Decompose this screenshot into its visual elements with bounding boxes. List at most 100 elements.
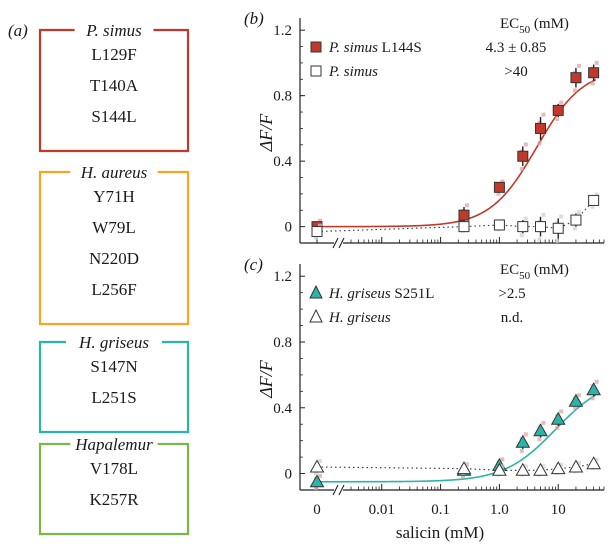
ec50-value: >40	[504, 64, 527, 80]
replicate-point	[555, 116, 560, 121]
replicate-point	[523, 432, 528, 437]
panel-a-label: (a)	[8, 21, 28, 40]
data-point	[588, 67, 600, 79]
data-point	[309, 459, 325, 473]
ec50-subscript: 50	[519, 270, 531, 282]
data-point	[458, 209, 470, 221]
legend-species: P. simus	[328, 40, 378, 56]
panel-label: (b)	[244, 9, 264, 28]
replicate-point	[314, 486, 318, 491]
replicate-point	[318, 218, 322, 223]
replicate-point	[576, 461, 581, 466]
replicate-point	[541, 112, 546, 117]
panel-label: (c)	[244, 255, 263, 274]
data-point	[552, 104, 564, 116]
legend-entry: P. simus L144S	[328, 40, 422, 56]
replicate-point	[318, 459, 322, 464]
legend-species: H. griseus	[328, 286, 391, 302]
data-point	[515, 462, 531, 476]
replicate-point	[523, 216, 528, 221]
y-tick-label: 0	[285, 220, 293, 236]
x-tick-label: 1.0	[490, 502, 509, 518]
ec50-value: 4.3 ± 0.85	[486, 40, 547, 56]
legend-entry: P. simus	[328, 64, 378, 80]
box-border	[38, 442, 190, 536]
panel-b: (b) 0 0.4 0.8 1.2 ΔF/F EC50 (mM) P. simus L144S…	[244, 9, 605, 249]
data-point	[493, 219, 505, 231]
ec50-unit: (mM)	[530, 16, 569, 32]
legend-marker	[309, 284, 323, 299]
replicate-point	[537, 120, 542, 125]
mutation-label: W79L	[92, 218, 135, 237]
replicate-point	[537, 237, 542, 242]
mutation-label: L251S	[91, 388, 136, 407]
box-title: H. griseus	[78, 333, 149, 352]
data-point	[492, 462, 507, 476]
mutation-label: L256F	[91, 280, 136, 299]
ec50-unit: (mM)	[530, 262, 569, 278]
box-border	[38, 340, 190, 434]
replicate-point	[523, 142, 528, 147]
dotted-line	[316, 463, 594, 471]
y-axis-label: ΔF/F	[256, 113, 276, 153]
replicate-point	[519, 167, 524, 172]
replicate-point	[464, 203, 469, 208]
ec50-header-text: EC	[500, 16, 519, 32]
replicate-point	[594, 60, 599, 65]
data-point	[493, 181, 505, 193]
data-point	[533, 423, 548, 437]
ec50-value: >2.5	[498, 286, 525, 302]
data-point	[535, 122, 547, 134]
x-tick-label: 0	[313, 502, 321, 518]
replicate-point	[594, 379, 599, 384]
replicate-point	[572, 405, 577, 410]
replicate-point	[318, 473, 322, 478]
replicate-point	[500, 464, 505, 469]
data-point	[550, 461, 566, 475]
legend-marker	[310, 65, 322, 77]
x-tick-label: 0.1	[431, 502, 450, 518]
data-point	[568, 459, 584, 473]
replicate-point	[559, 462, 564, 467]
data-point	[517, 150, 529, 162]
legend-marker	[309, 308, 323, 323]
mutation-box: P. simus L129F T140A S144L	[38, 21, 190, 153]
data-point	[517, 221, 529, 233]
replicate-point	[590, 204, 595, 209]
mutation-label: L129F	[91, 45, 136, 64]
replicate-point	[460, 474, 465, 479]
ec50-subscript: 50	[519, 24, 531, 36]
axis-break-mark	[332, 484, 345, 496]
y-tick-label: 1.2	[273, 269, 292, 285]
y-tick-label: 0	[285, 467, 293, 483]
mutation-box: H. aureus Y71H W79L N220D L256F	[38, 163, 190, 326]
replicate-point	[314, 471, 318, 476]
y-tick-label: 1.2	[273, 23, 292, 39]
x-axis-label: salicin (mM)	[396, 523, 484, 542]
x-tick-label: 0.01	[369, 502, 395, 518]
data-point	[311, 226, 323, 238]
data-point	[552, 222, 564, 234]
replicate-point	[464, 462, 469, 467]
replicate-point	[519, 448, 524, 453]
legend-marker	[310, 41, 322, 53]
replicate-point	[576, 393, 581, 398]
box-title: P. simus	[85, 21, 142, 40]
mutation-label: S144L	[91, 107, 136, 126]
mutation-label: Y71H	[93, 187, 135, 206]
replicate-point	[541, 212, 546, 217]
data-point	[588, 194, 600, 206]
data-point	[570, 72, 582, 84]
replicate-point	[496, 191, 501, 196]
legend-entry: H. griseus S251L	[328, 286, 434, 302]
y-tick-label: 0.8	[273, 89, 292, 105]
mutation-label: T140A	[90, 76, 139, 95]
data-point	[586, 382, 601, 396]
mutation-box: Hapalemur V178L K257R	[38, 435, 190, 536]
x-tick-label: 10	[551, 502, 566, 518]
y-tick-label: 0.8	[273, 335, 292, 351]
replicate-point	[541, 464, 546, 469]
data-point	[586, 456, 601, 470]
ec50-header: EC50 (mM)	[500, 262, 569, 282]
data-point	[535, 221, 547, 233]
